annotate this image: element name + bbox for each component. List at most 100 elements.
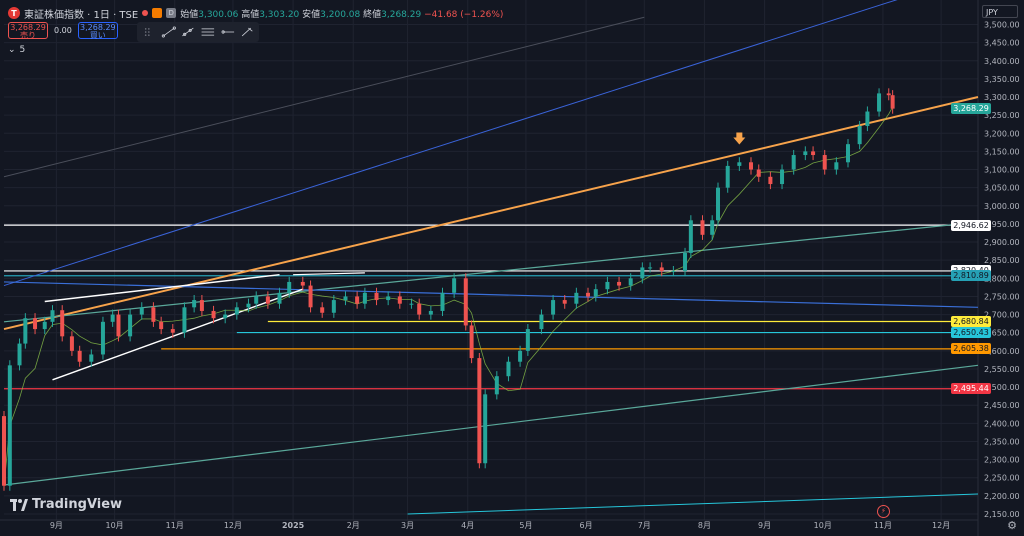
buy-price: 3,268.29 [80, 23, 116, 32]
trend-line-icon[interactable] [161, 25, 177, 39]
candle-body [617, 281, 622, 286]
candle-body [886, 93, 891, 96]
candle-body [846, 144, 851, 163]
buy-button[interactable]: 3,268.29 買い [77, 22, 118, 40]
x-tick-label: 11月 [166, 521, 184, 530]
tradingview-logo-text: TradingView [32, 497, 123, 512]
sell-price: 3,268.29 [10, 23, 46, 32]
tradingview-logo[interactable]: TradingView [10, 497, 122, 512]
price-tag: 2,946.62 [951, 219, 991, 231]
y-tick-label: 3,250.00 [984, 111, 1020, 120]
candle-body [397, 296, 402, 304]
candle-body [192, 300, 197, 308]
candle-body [574, 292, 579, 304]
ray-icon[interactable] [180, 25, 196, 39]
moving-average-line [3, 106, 893, 486]
indicators-toggle[interactable]: ⌄ 5 [8, 45, 25, 55]
y-tick-label: 3,300.00 [984, 93, 1020, 102]
sell-button[interactable]: 3,268.29 売り [8, 22, 48, 40]
price-tag: 2,495.44 [951, 383, 991, 395]
candle-body [355, 296, 360, 304]
trend-line [52, 288, 304, 381]
high-label: 高値 [241, 9, 260, 20]
candle-body [182, 307, 187, 333]
y-tick-label: 2,750.00 [984, 292, 1020, 301]
trend-line [3, 281, 979, 308]
bolt-icon[interactable]: ⚡ [877, 505, 890, 518]
candle-body [683, 252, 688, 272]
candle-body [539, 314, 544, 330]
y-tick-label: 3,350.00 [984, 75, 1020, 84]
pencil-icon[interactable] [239, 25, 255, 39]
market-status-dot [142, 10, 149, 16]
trend-line [3, 16, 645, 178]
candle-body [477, 358, 482, 464]
candle-body [211, 310, 216, 319]
x-tick-label: 6月 [580, 521, 593, 530]
drag-handle-icon[interactable] [141, 25, 157, 39]
candle-body [671, 271, 676, 273]
symbol-title[interactable]: 東証株価指数 · 1日 · TSE [24, 9, 139, 21]
candle-body [822, 155, 827, 170]
price-tag: 2,810.89 [951, 270, 991, 282]
candle-body [110, 314, 115, 322]
candle-body [803, 151, 808, 156]
price-tag: 2,605.38 [951, 343, 991, 355]
low-value: 3,200.08 [320, 9, 361, 20]
open-value: 3,300.06 [198, 9, 239, 20]
y-tick-label: 2,700.00 [984, 311, 1020, 320]
x-tick-label: 10月 [814, 521, 832, 530]
candle-body [834, 162, 839, 170]
candle-body [768, 176, 773, 185]
candle-body [409, 303, 414, 305]
candle-body [100, 321, 105, 355]
trend-line [3, 364, 979, 486]
candle-body [151, 307, 156, 322]
candle-body [386, 296, 391, 301]
symbol-icon[interactable]: T [8, 7, 20, 19]
candle-body [525, 329, 530, 351]
candle-body [60, 310, 65, 337]
candle-body [223, 314, 228, 319]
candle-body [116, 314, 121, 337]
candle-body [518, 350, 523, 362]
candle-body [877, 93, 882, 112]
y-tick-label: 3,200.00 [984, 129, 1020, 138]
spread-value: 0.00 [54, 26, 72, 35]
indicator-count: 5 [19, 45, 26, 55]
candle-body [7, 365, 12, 486]
candle-body [159, 321, 164, 330]
trend-line [3, 221, 979, 323]
y-tick-label: 3,400.00 [984, 57, 1020, 66]
candle-body [89, 354, 94, 362]
parallel-channel-icon[interactable] [200, 25, 216, 39]
y-tick-label: 3,100.00 [984, 166, 1020, 175]
candle-body [417, 303, 422, 315]
high-value: 3,303.20 [259, 9, 300, 20]
gear-icon[interactable]: ⚙ [1007, 519, 1017, 532]
currency-selector[interactable]: JPY [982, 5, 1018, 18]
candle-body [494, 376, 499, 395]
price-tag: 2,680.84 [951, 316, 991, 328]
x-tick-label: 2025 [282, 521, 305, 530]
y-tick-label: 2,850.00 [984, 256, 1020, 265]
candle-body [362, 292, 367, 304]
candle-body [628, 278, 633, 286]
candle-body [77, 350, 82, 362]
data-badge[interactable]: D [166, 8, 177, 18]
candle-body [17, 343, 22, 366]
x-tick-label: 7月 [638, 521, 651, 530]
x-tick-label: 5月 [519, 521, 532, 530]
alert-badge[interactable] [152, 8, 163, 18]
y-tick-label: 3,450.00 [984, 39, 1020, 48]
candle-body [640, 267, 645, 279]
trend-line [3, 0, 898, 287]
buy-label: 買い [89, 31, 106, 40]
candle-body [139, 307, 144, 315]
price-tag: 2,650.43 [951, 327, 991, 339]
candle-body [331, 300, 336, 313]
horizontal-ray-icon[interactable] [220, 25, 236, 39]
y-tick-label: 2,200.00 [984, 492, 1020, 501]
chart-header: T 東証株価指数 · 1日 · TSE D 始値3,300.06 高値3,303… [8, 5, 503, 21]
